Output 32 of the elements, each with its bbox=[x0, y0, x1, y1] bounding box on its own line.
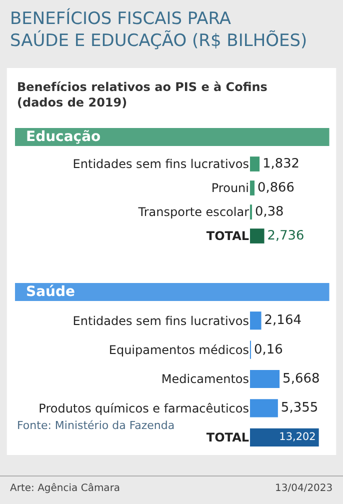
y-tick-label: TOTAL bbox=[206, 229, 250, 244]
y-tick-label: Entidades sem fins lucrativos bbox=[72, 157, 249, 172]
y-tick-label: Prouni bbox=[211, 181, 249, 196]
bar bbox=[250, 180, 255, 196]
text: Educação bbox=[26, 129, 102, 145]
bar bbox=[250, 156, 260, 172]
text: Saúde bbox=[26, 284, 76, 300]
y-tick-label: Entidades sem fins lucrativos bbox=[72, 314, 249, 328]
bar bbox=[250, 312, 262, 330]
bar bbox=[250, 399, 278, 418]
data-label: 0,866 bbox=[258, 180, 294, 196]
y-tick-label: Produtos químicos e farmacêuticos bbox=[38, 401, 249, 416]
source-note: Fonte: Ministério da Fazenda bbox=[17, 419, 175, 432]
data-label: 5,668 bbox=[282, 372, 320, 386]
data-label: 0,16 bbox=[254, 342, 283, 358]
y-tick-label: Medicamentos bbox=[161, 372, 249, 386]
y-tick-label: Equipamentos médicos bbox=[108, 343, 249, 357]
data-label: 2,164 bbox=[264, 313, 302, 328]
chart-title: BENEFÍCIOS FISCAIS PARA SAÚDE E EDUCAÇÃO (R$ BILHÕES) bbox=[10, 8, 308, 52]
y-tick-label: Transporte escolar bbox=[137, 205, 250, 220]
data-label: 1,832 bbox=[262, 156, 300, 172]
data-label: 5,355 bbox=[280, 400, 318, 416]
text: Arte: Agência Câmara bbox=[10, 483, 120, 494]
text: Benefícios relativos ao PIS e à Cofins (dados de 2019) bbox=[17, 80, 268, 110]
bar bbox=[250, 428, 319, 446]
data-label: 2,736 bbox=[267, 228, 304, 244]
text: 13/04/2023 bbox=[275, 483, 333, 494]
y-tick-label: TOTAL bbox=[206, 430, 250, 445]
data-label: 13,202 bbox=[279, 431, 316, 444]
data-label: 0,38 bbox=[255, 204, 284, 220]
bar bbox=[250, 370, 280, 388]
bar bbox=[250, 228, 264, 244]
